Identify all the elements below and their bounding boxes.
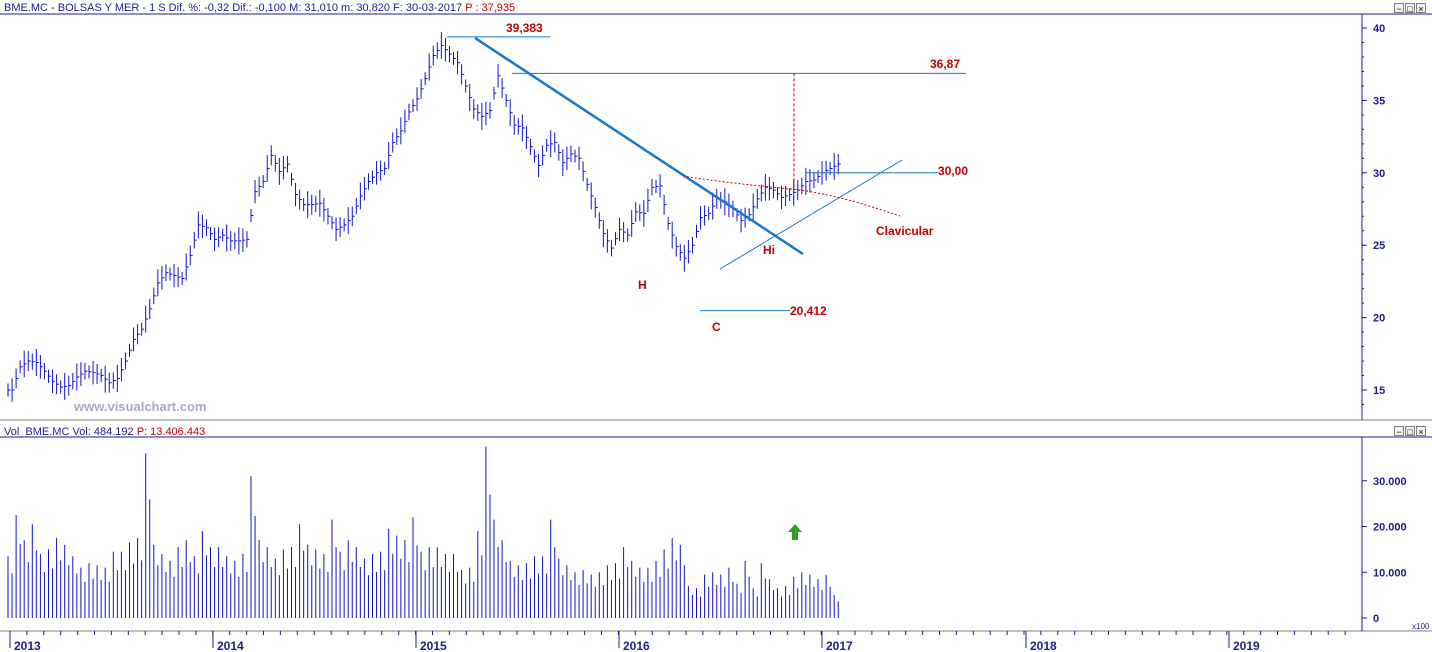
x-year-label: 2013	[14, 639, 41, 652]
price-header: BME.MC - BOLSAS Y MER - 1 S Dif. %: -0,3…	[4, 2, 515, 14]
price-maximize-button[interactable]: □	[1405, 3, 1415, 14]
price-y-tick-label: 20	[1373, 313, 1385, 325]
volume-maximize-button[interactable]: □	[1405, 426, 1415, 437]
volume-unit-label: x100	[1412, 622, 1430, 631]
green-up-arrow	[788, 524, 802, 540]
resistance-label: 30,00	[938, 164, 969, 178]
high-label: 39,383	[506, 21, 543, 35]
volume-close-button[interactable]: ×	[1416, 426, 1426, 437]
volume-header: Vol_BME.MC Vol: 484.192 P: 13.406.443	[4, 426, 205, 438]
neckline-label: Clavicular	[876, 224, 934, 238]
head-label: C	[712, 320, 721, 334]
volume-header-p: P: 13.406.443	[136, 426, 206, 438]
volume-header-info: Vol_BME.MC Vol: 484.192	[4, 426, 134, 438]
price-y-tick-label: 30	[1373, 168, 1385, 180]
price-minimize-button[interactable]: −	[1394, 3, 1404, 14]
left-shoulder-label: H	[638, 278, 647, 292]
price-close-button[interactable]: ×	[1416, 3, 1426, 14]
volume-bars	[7, 446, 839, 618]
trend-drawings	[447, 36, 966, 540]
downtrend-line	[474, 36, 804, 256]
low-label: 20,412	[790, 304, 827, 318]
price-y-tick-label: 35	[1373, 95, 1385, 107]
price-panel	[0, 13, 1432, 421]
volume-minimize-button[interactable]: −	[1394, 426, 1404, 437]
watermark: www.visualchart.com	[74, 399, 207, 414]
target-label: 36,87	[930, 57, 961, 71]
volume-y-tick-label: 20.000	[1373, 522, 1407, 534]
x-year-label: 2018	[1030, 639, 1057, 652]
price-bars	[7, 31, 841, 402]
price-header-p: P : 37,935	[465, 2, 516, 14]
volume-y-tick-label: 0	[1373, 613, 1379, 625]
x-year-label: 2014	[217, 639, 244, 652]
x-year-label: 2017	[826, 639, 853, 652]
price-header-info: BME.MC - BOLSAS Y MER - 1 S Dif. %: -0,3…	[4, 2, 463, 14]
right-shoulder-label: Hi	[763, 243, 775, 257]
axes: 15 20 25 30 35 40 0 10.000 20.000 30.000 x100 2013 2…	[9, 14, 1430, 652]
volume-y-tick-label: 10.000	[1373, 567, 1407, 579]
x-year-label: 2015	[420, 639, 447, 652]
price-y-tick-label: 25	[1373, 240, 1385, 252]
support-line	[719, 159, 903, 270]
x-year-label: 2016	[623, 639, 650, 652]
price-y-tick-label: 15	[1373, 385, 1385, 397]
price-y-tick-label: 40	[1373, 23, 1385, 35]
neckline-curve	[682, 175, 901, 217]
x-year-label: 2019	[1233, 639, 1260, 652]
volume-y-tick-label: 30.000	[1373, 476, 1407, 488]
